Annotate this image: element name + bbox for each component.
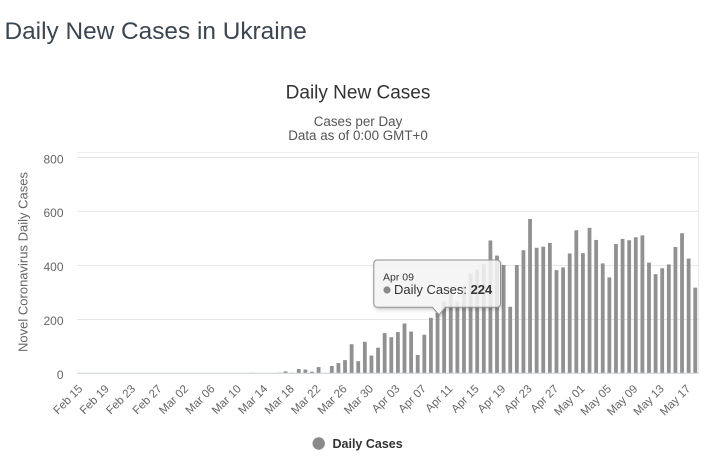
svg-text:Apr 07: Apr 07 [396,383,428,415]
svg-text:200: 200 [43,314,63,328]
svg-text:Mar 30: Mar 30 [342,383,376,417]
svg-text:Cases per Day: Cases per Day [314,114,403,129]
svg-text:800: 800 [43,152,63,166]
svg-text:0: 0 [57,368,64,382]
svg-text:Daily New Cases: Daily New Cases [286,82,431,103]
svg-text:Apr 23: Apr 23 [502,383,534,415]
svg-text:Apr 11: Apr 11 [424,383,456,415]
svg-text:Apr 15: Apr 15 [449,383,481,415]
svg-text:Daily Cases: Daily Cases [333,437,403,451]
svg-text:Daily Cases: 224: Daily Cases: 224 [394,282,493,297]
svg-text:Apr 03: Apr 03 [370,383,402,415]
svg-text:Novel Coronavirus Daily Cases: Novel Coronavirus Daily Cases [15,172,30,352]
svg-text:Data as of 0:00 GMT+0: Data as of 0:00 GMT+0 [288,128,428,143]
svg-text:Apr 19: Apr 19 [476,383,508,415]
svg-text:400: 400 [43,260,63,274]
svg-text:600: 600 [43,206,63,220]
